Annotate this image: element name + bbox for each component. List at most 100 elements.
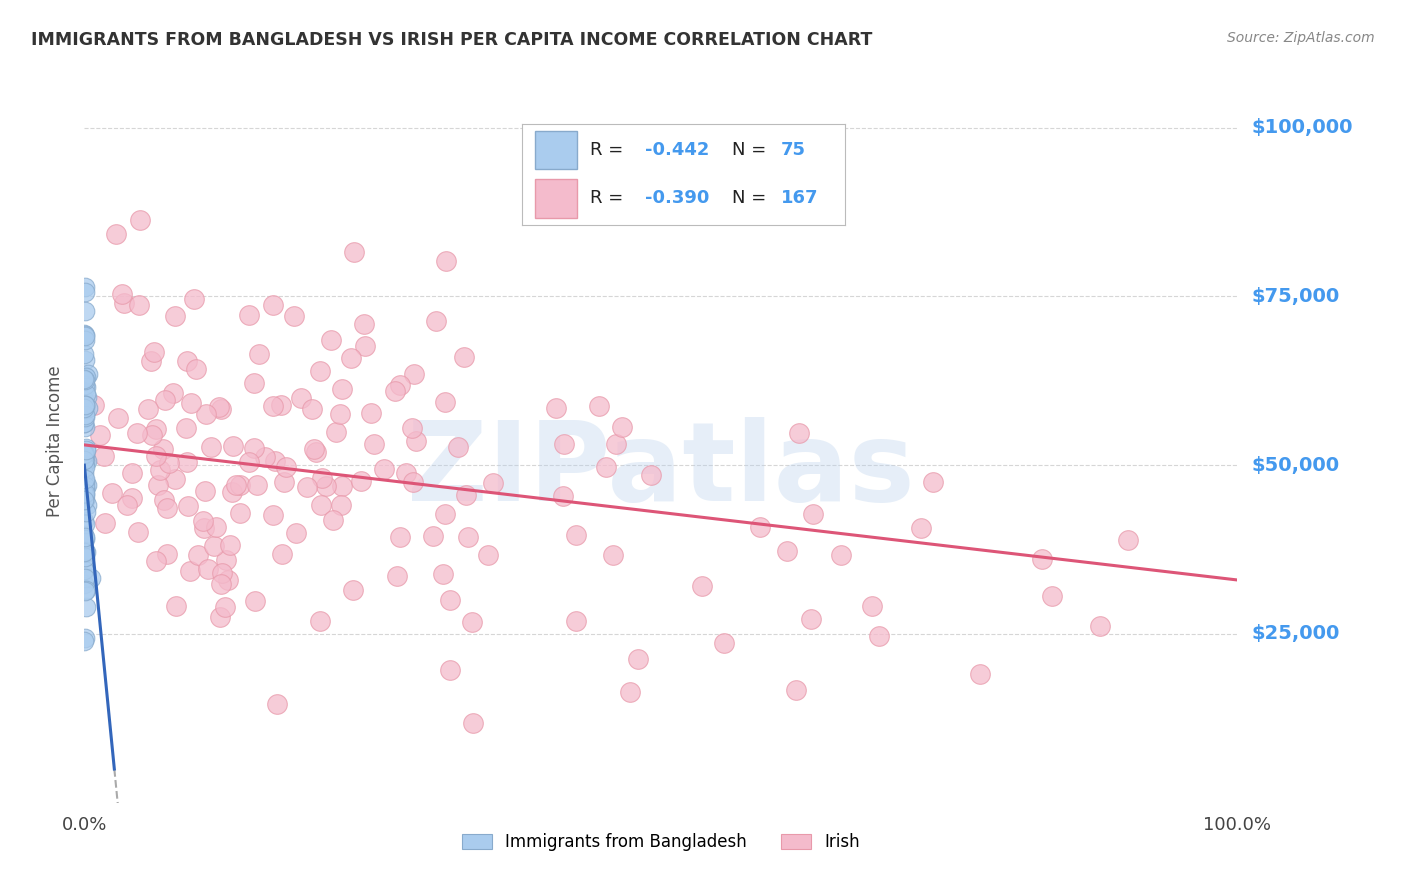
Point	[228, 477, 250, 491]
Point	[73, 485, 96, 500]
Point	[461, 615, 484, 630]
Point	[75, 400, 97, 414]
Point	[73, 369, 96, 384]
Point	[73, 378, 96, 392]
Point	[749, 520, 772, 534]
Point	[73, 408, 96, 422]
Point	[238, 455, 260, 469]
Point	[73, 460, 96, 475]
Point	[73, 333, 96, 347]
Point	[342, 582, 364, 597]
Point	[127, 525, 149, 540]
Point	[1031, 552, 1053, 566]
Point	[73, 576, 96, 591]
Point	[349, 474, 371, 488]
Point	[73, 447, 96, 461]
Point	[354, 339, 377, 353]
Point	[384, 384, 406, 398]
Point	[405, 434, 427, 448]
Point	[276, 460, 298, 475]
Point	[73, 393, 96, 408]
Point	[73, 482, 96, 496]
Point	[165, 472, 187, 486]
Point	[162, 385, 184, 400]
Point	[353, 317, 375, 331]
Point	[73, 487, 96, 501]
Point	[453, 351, 475, 365]
Point	[311, 498, 333, 512]
Point	[401, 421, 423, 435]
Point	[148, 478, 170, 492]
Point	[311, 471, 333, 485]
Point	[385, 569, 408, 583]
Point	[588, 400, 610, 414]
Point	[565, 528, 588, 542]
Point	[218, 538, 240, 552]
Point	[73, 329, 96, 343]
Point	[322, 513, 344, 527]
Point	[112, 296, 135, 310]
Point	[80, 571, 103, 585]
Point	[830, 548, 852, 562]
Point	[73, 514, 96, 528]
Point	[177, 500, 200, 514]
Point	[101, 486, 124, 500]
Point	[75, 561, 97, 575]
Point	[776, 544, 799, 558]
Point	[75, 505, 97, 519]
Legend: Immigrants from Bangladesh, Irish: Immigrants from Bangladesh, Irish	[454, 825, 868, 860]
Point	[75, 353, 97, 368]
Point	[153, 493, 176, 508]
Point	[75, 398, 97, 412]
Point	[283, 309, 305, 323]
Point	[433, 508, 456, 522]
Point	[214, 599, 236, 614]
Point	[800, 612, 823, 626]
Point	[253, 450, 276, 464]
Point	[204, 519, 226, 533]
Point	[73, 475, 96, 489]
Point	[439, 663, 461, 677]
Point	[75, 582, 97, 597]
Y-axis label: Per Capita Income: Per Capita Income	[45, 366, 63, 517]
Point	[75, 516, 97, 531]
Point	[73, 326, 96, 341]
Point	[595, 460, 617, 475]
Point	[195, 407, 218, 421]
Point	[202, 539, 225, 553]
Point	[76, 390, 98, 404]
Point	[165, 599, 187, 613]
Point	[183, 292, 205, 306]
Point	[128, 298, 150, 312]
Point	[111, 286, 134, 301]
Point	[73, 466, 96, 480]
Point	[75, 442, 97, 456]
Point	[73, 563, 96, 577]
Point	[107, 411, 129, 425]
Point	[73, 448, 96, 462]
Point	[73, 631, 96, 645]
Point	[73, 583, 96, 598]
Point	[73, 304, 96, 318]
Point	[1088, 618, 1111, 632]
Point	[73, 450, 96, 465]
Point	[222, 439, 245, 453]
Point	[200, 440, 222, 454]
Point	[262, 399, 284, 413]
Point	[73, 453, 96, 467]
Point	[153, 393, 176, 408]
Point	[284, 526, 307, 541]
Point	[73, 347, 96, 361]
Point	[73, 398, 96, 412]
Point	[301, 402, 323, 417]
Point	[145, 422, 167, 436]
Point	[434, 254, 457, 268]
Point	[197, 562, 219, 576]
Point	[463, 716, 485, 731]
Point	[787, 425, 810, 440]
Point	[246, 478, 269, 492]
Point	[73, 372, 96, 386]
Point	[228, 507, 250, 521]
Point	[330, 382, 353, 396]
Point	[619, 684, 641, 698]
